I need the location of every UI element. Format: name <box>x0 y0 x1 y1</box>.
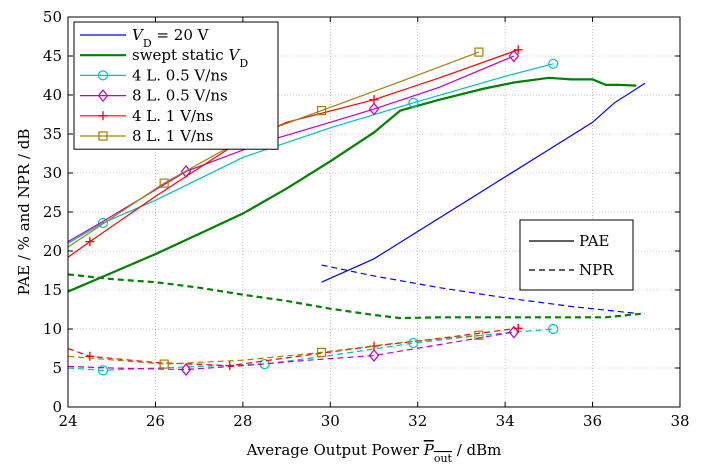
x-tick-label: 32 <box>408 412 427 430</box>
npr-marker <box>97 365 109 376</box>
npr-marker <box>408 337 419 349</box>
x-axis-label: Average Output Power Pout / dBm <box>246 441 502 465</box>
x-tick-label: 38 <box>670 412 689 430</box>
series-group <box>67 47 484 369</box>
y-tick-label: 50 <box>43 8 62 26</box>
y-tick-label: 30 <box>43 164 62 182</box>
legend-marker <box>97 89 109 103</box>
pae-marker <box>548 58 559 69</box>
npr-line <box>67 331 514 371</box>
pae-marker <box>316 105 327 116</box>
x-tick-label: 34 <box>496 412 515 430</box>
y-tick-label: 0 <box>52 398 62 416</box>
pae-line <box>67 55 515 243</box>
pae-marker <box>97 217 109 229</box>
pae-line <box>67 76 637 293</box>
legend-marker <box>98 111 108 121</box>
x-tick-label: 36 <box>583 412 602 430</box>
npr-marker <box>513 323 523 333</box>
y-tick-label: 35 <box>43 125 62 143</box>
pae-marker <box>474 47 484 57</box>
series-group <box>67 58 559 376</box>
series-group <box>67 76 646 320</box>
y-tick-label: 10 <box>43 320 62 338</box>
legend-marker <box>97 70 109 81</box>
pae-marker <box>508 49 520 63</box>
pae-marker <box>408 97 419 108</box>
pae-marker <box>368 102 380 116</box>
pae-marker <box>159 178 169 188</box>
pae-marker <box>513 45 523 55</box>
npr-marker <box>316 347 327 357</box>
pae-line <box>67 63 554 244</box>
x-tick-label: 24 <box>58 412 77 430</box>
legend-label: VD = 20 V <box>132 26 210 50</box>
legend-label: 8 L. 0.5 V/ns <box>132 87 228 105</box>
y-tick-label: 20 <box>43 242 62 260</box>
npr-marker <box>85 351 95 361</box>
series-group <box>321 82 646 314</box>
legend-label: 8 L. 1 V/ns <box>132 127 213 145</box>
legend-marker <box>98 131 108 141</box>
npr-marker <box>474 330 484 340</box>
style-legend-label: PAE <box>579 232 610 250</box>
legend-label: 4 L. 0.5 V/ns <box>132 66 228 84</box>
pae-line <box>67 51 480 248</box>
x-tick-label: 30 <box>321 412 340 430</box>
x-tick-label: 26 <box>146 412 165 430</box>
y-tick-label: 15 <box>43 281 62 299</box>
series-layer <box>67 45 646 377</box>
y-tick-label: 5 <box>52 359 62 377</box>
y-tick-label: 45 <box>43 47 62 65</box>
npr-marker <box>225 361 235 371</box>
npr-marker <box>548 323 559 335</box>
npr-marker <box>368 349 380 362</box>
legend-box <box>73 21 279 150</box>
plot-frame <box>67 16 681 408</box>
legend-label: swept static VD <box>132 46 248 69</box>
npr-marker <box>159 359 169 369</box>
npr-marker <box>508 325 520 339</box>
series-group <box>67 49 520 377</box>
y-tick-label: 25 <box>43 203 62 221</box>
pae-line <box>321 82 646 283</box>
npr-line <box>67 334 479 365</box>
legend-label: 4 L. 1 V/ns <box>132 107 213 125</box>
npr-line <box>321 264 637 314</box>
style-legend-label: NPR <box>579 261 614 279</box>
line-style-legend: PAE NPR <box>519 219 634 291</box>
npr-marker <box>180 363 192 377</box>
npr-line <box>67 328 554 371</box>
npr-line <box>67 273 646 320</box>
y-tick-label: 40 <box>43 86 62 104</box>
pae-marker <box>369 95 379 105</box>
style-legend-box <box>519 219 634 291</box>
axis-ticks: 24 26 28 30 32 34 36 38 0 5 10 15 20 25 30 35 40 45 50 <box>43 8 690 430</box>
y-axis-label: PAE / % and NPR / dB <box>15 129 33 296</box>
pae-marker <box>85 237 95 247</box>
x-tick-label: 28 <box>233 412 252 430</box>
